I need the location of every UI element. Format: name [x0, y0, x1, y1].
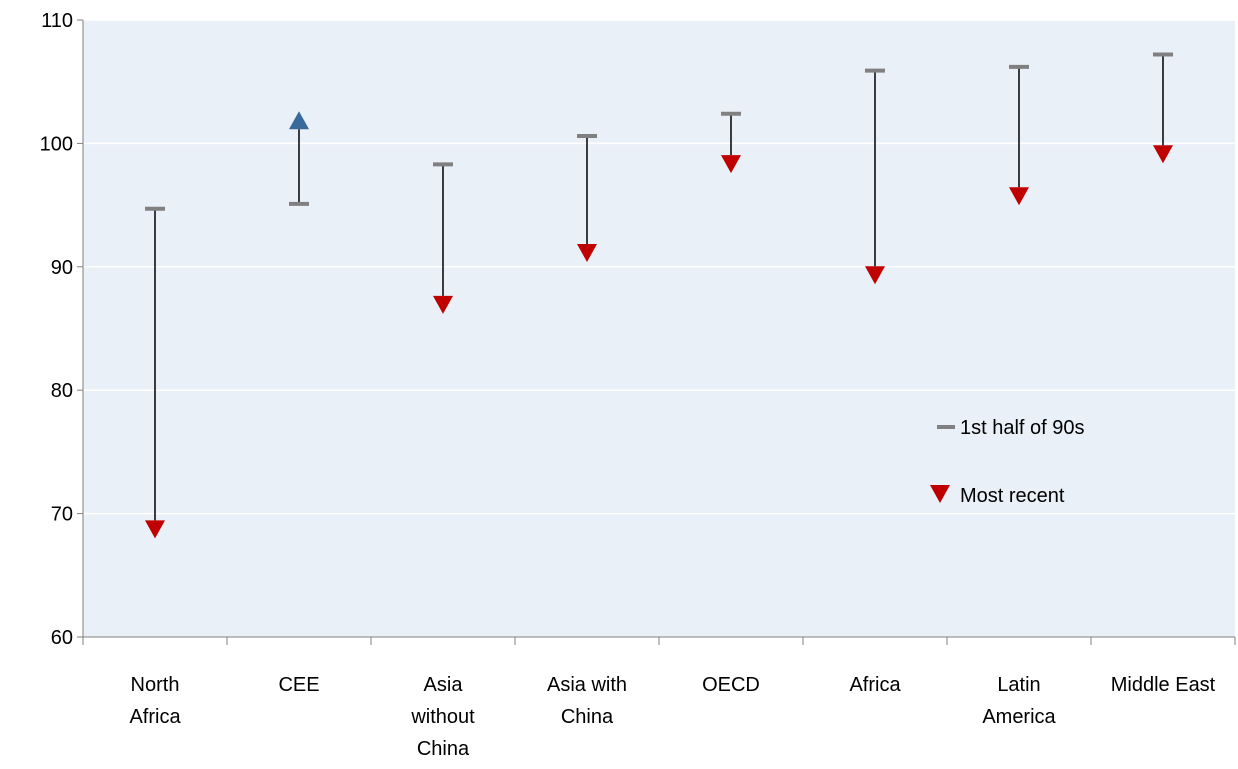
- legend-label-most-recent: Most recent: [960, 485, 1065, 507]
- x-tick-label-line: Asia: [424, 674, 464, 696]
- most-recent-marker: [865, 266, 885, 285]
- y-tick-label: 90: [51, 257, 73, 279]
- x-tick-label-line: China: [561, 706, 614, 728]
- x-tick-label: Asia with China: [547, 674, 627, 728]
- most-recent-marker: [577, 243, 597, 262]
- y-tick-label: 100: [40, 133, 73, 155]
- x-tick-label-line: North: [131, 674, 180, 696]
- y-tick-label: 70: [51, 504, 73, 526]
- legend: 1st half of 90s Most recent: [930, 417, 1085, 507]
- x-tick-label-line: China: [417, 738, 470, 760]
- y-tick-label: 60: [51, 627, 73, 649]
- y-tick-labels: 60 70 80 90 100 110: [40, 10, 83, 649]
- legend-label-first-half: 1st half of 90s: [960, 417, 1085, 439]
- most-recent-marker: [289, 111, 309, 130]
- x-tick-label-line: CEE: [278, 674, 319, 696]
- x-tick-label: Africa: [849, 674, 901, 696]
- x-tick-label: Asia without China: [410, 674, 475, 760]
- y-tick-label: 110: [41, 10, 73, 32]
- x-tick-label-line: Africa: [129, 706, 181, 728]
- x-tick-labels: North Africa CEE Asia without China Asia with C…: [82, 637, 1236, 760]
- plot-area: [83, 20, 1235, 637]
- gridlines: [83, 19, 1235, 515]
- x-tick-label-line: America: [982, 706, 1056, 728]
- markers: [145, 52, 1173, 539]
- most-recent-marker: [1009, 187, 1029, 206]
- connector-lines: [154, 54, 1164, 521]
- most-recent-marker: [1153, 145, 1173, 164]
- most-recent-marker: [433, 295, 453, 314]
- x-tick-label-line: Middle East: [1111, 674, 1216, 696]
- x-tick-label: CEE: [278, 674, 319, 696]
- most-recent-marker: [721, 155, 741, 174]
- x-tick-label-line: Africa: [849, 674, 901, 696]
- x-tick-label: OECD: [702, 674, 760, 696]
- x-tick-label-line: Asia with: [547, 674, 627, 696]
- most-recent-marker: [145, 520, 165, 539]
- x-tick-label: North Africa: [129, 674, 181, 728]
- x-tick-label: Middle East: [1111, 674, 1216, 696]
- x-tick-label: Latin America: [982, 674, 1056, 728]
- x-tick-label-line: Latin: [997, 674, 1040, 696]
- legend-triangle-marker: [930, 485, 950, 503]
- x-tick-label-line: OECD: [702, 674, 760, 696]
- x-tick-label-line: without: [410, 706, 475, 728]
- y-tick-label: 80: [51, 380, 73, 402]
